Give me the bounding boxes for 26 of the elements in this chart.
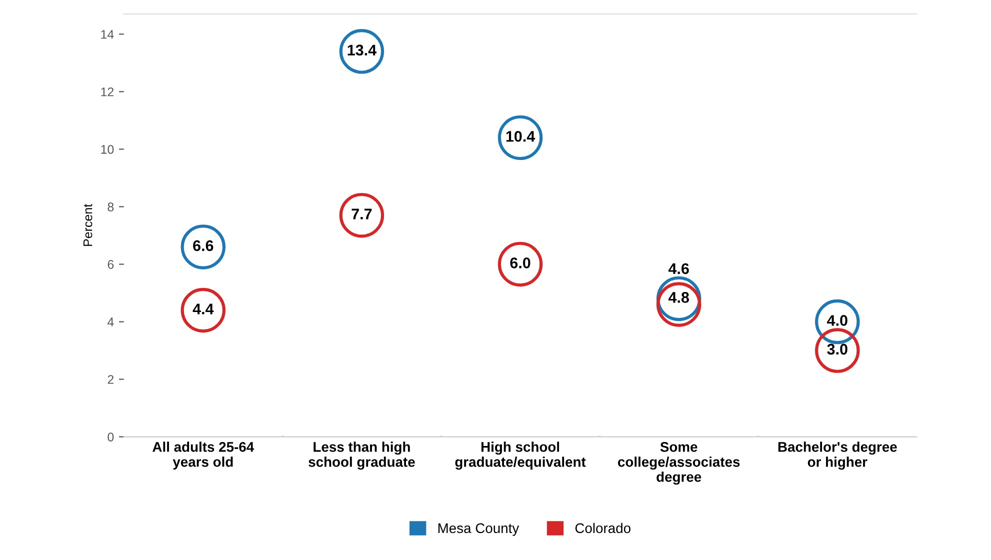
x-tick-label: Some college/associates degree xyxy=(618,442,740,485)
y-tick-label: 4 xyxy=(107,318,114,326)
data-label: 4.6 xyxy=(668,263,689,274)
legend-label: Mesa County xyxy=(438,523,520,536)
data-label: 3.0 xyxy=(827,344,848,355)
data-label: 13.4 xyxy=(348,44,376,56)
data-label: 6.0 xyxy=(510,258,530,268)
y-tick-label: 14 xyxy=(101,30,114,39)
x-tick-label: Less than high school graduate xyxy=(308,442,415,470)
data-label: 4.4 xyxy=(192,304,214,314)
data-label: 6.6 xyxy=(193,240,214,252)
x-tick-label: Bachelor's degree or higher xyxy=(778,442,897,470)
y-tick-label: 0 xyxy=(108,432,114,442)
legend-label: Colorado xyxy=(575,522,630,534)
data-label: 7.7 xyxy=(352,208,372,220)
data-label: 10.4 xyxy=(506,130,536,142)
x-tick-label: High school graduate/equivalent xyxy=(455,442,586,470)
data-label: 4.8 xyxy=(668,292,689,303)
x-tick-label: All adults 25-64 years old xyxy=(152,442,254,470)
y-tick-label: 6 xyxy=(108,260,114,269)
y-axis-title: Percent xyxy=(84,204,92,246)
y-tick-label: 2 xyxy=(108,375,114,384)
y-tick-label: 12 xyxy=(101,87,114,96)
y-tick-label: 10 xyxy=(101,144,114,154)
y-tick-label: 8 xyxy=(108,202,114,212)
data-label: 4.0 xyxy=(827,315,848,326)
